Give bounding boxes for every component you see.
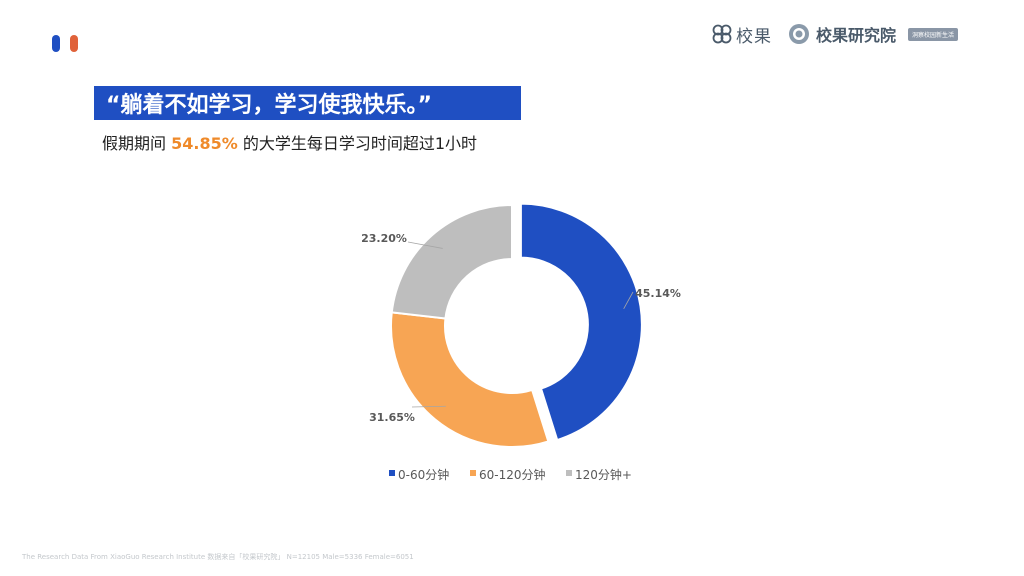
brand-area: 校果 校果研究院 洞察校园新生活 xyxy=(712,20,959,48)
legend-swatch-1 xyxy=(470,470,476,476)
donut-slice-0 xyxy=(519,202,643,442)
donut-slice-2 xyxy=(390,203,513,320)
brand1-text: 校果 xyxy=(736,26,772,47)
footer-source: The Research Data From XiaoGuo Research … xyxy=(22,553,414,561)
data-label-2: 23.20% xyxy=(361,232,407,245)
leader-line-2 xyxy=(407,241,443,249)
decor-pill-blue xyxy=(52,35,60,52)
subheadline: 假期期间 54.85% 的大学生每日学习时间超过1小时 xyxy=(102,130,477,154)
data-label-1: 31.65% xyxy=(369,411,415,424)
brand2-text: 校果研究院 xyxy=(816,26,897,45)
legend-label-2: 120分钟+ xyxy=(575,467,632,482)
legend-swatch-0 xyxy=(389,470,395,476)
donut-slice-1 xyxy=(390,311,550,448)
leader-line-1 xyxy=(411,405,446,408)
data-label-0: 45.14% xyxy=(635,287,681,300)
subhead-prefix: 假期期间 xyxy=(102,134,172,153)
headline-text: “躺着不如学习，学习使我快乐。” xyxy=(106,93,432,118)
brand2-badge: 洞察校园新生活 xyxy=(908,27,959,41)
decor-pill-orange xyxy=(70,35,78,52)
legend-swatch-2 xyxy=(566,470,572,476)
xiaoguo-research-logo: 校果研究院 洞察校园新生活 xyxy=(788,22,959,46)
legend-label-1: 60-120分钟 xyxy=(479,467,546,482)
subhead-suffix: 的大学生每日学习时间超过1小时 xyxy=(237,134,478,153)
leader-line-0 xyxy=(623,291,634,310)
research-logo-icon xyxy=(789,24,809,44)
headline-banner: “躺着不如学习，学习使我快乐。” xyxy=(94,86,521,120)
xiaoguo-logo-icon xyxy=(712,24,732,44)
xiaoguo-logo: 校果 xyxy=(712,22,772,47)
legend-label-0: 0-60分钟 xyxy=(398,467,449,482)
subhead-highlight: 54.85% xyxy=(171,134,238,153)
